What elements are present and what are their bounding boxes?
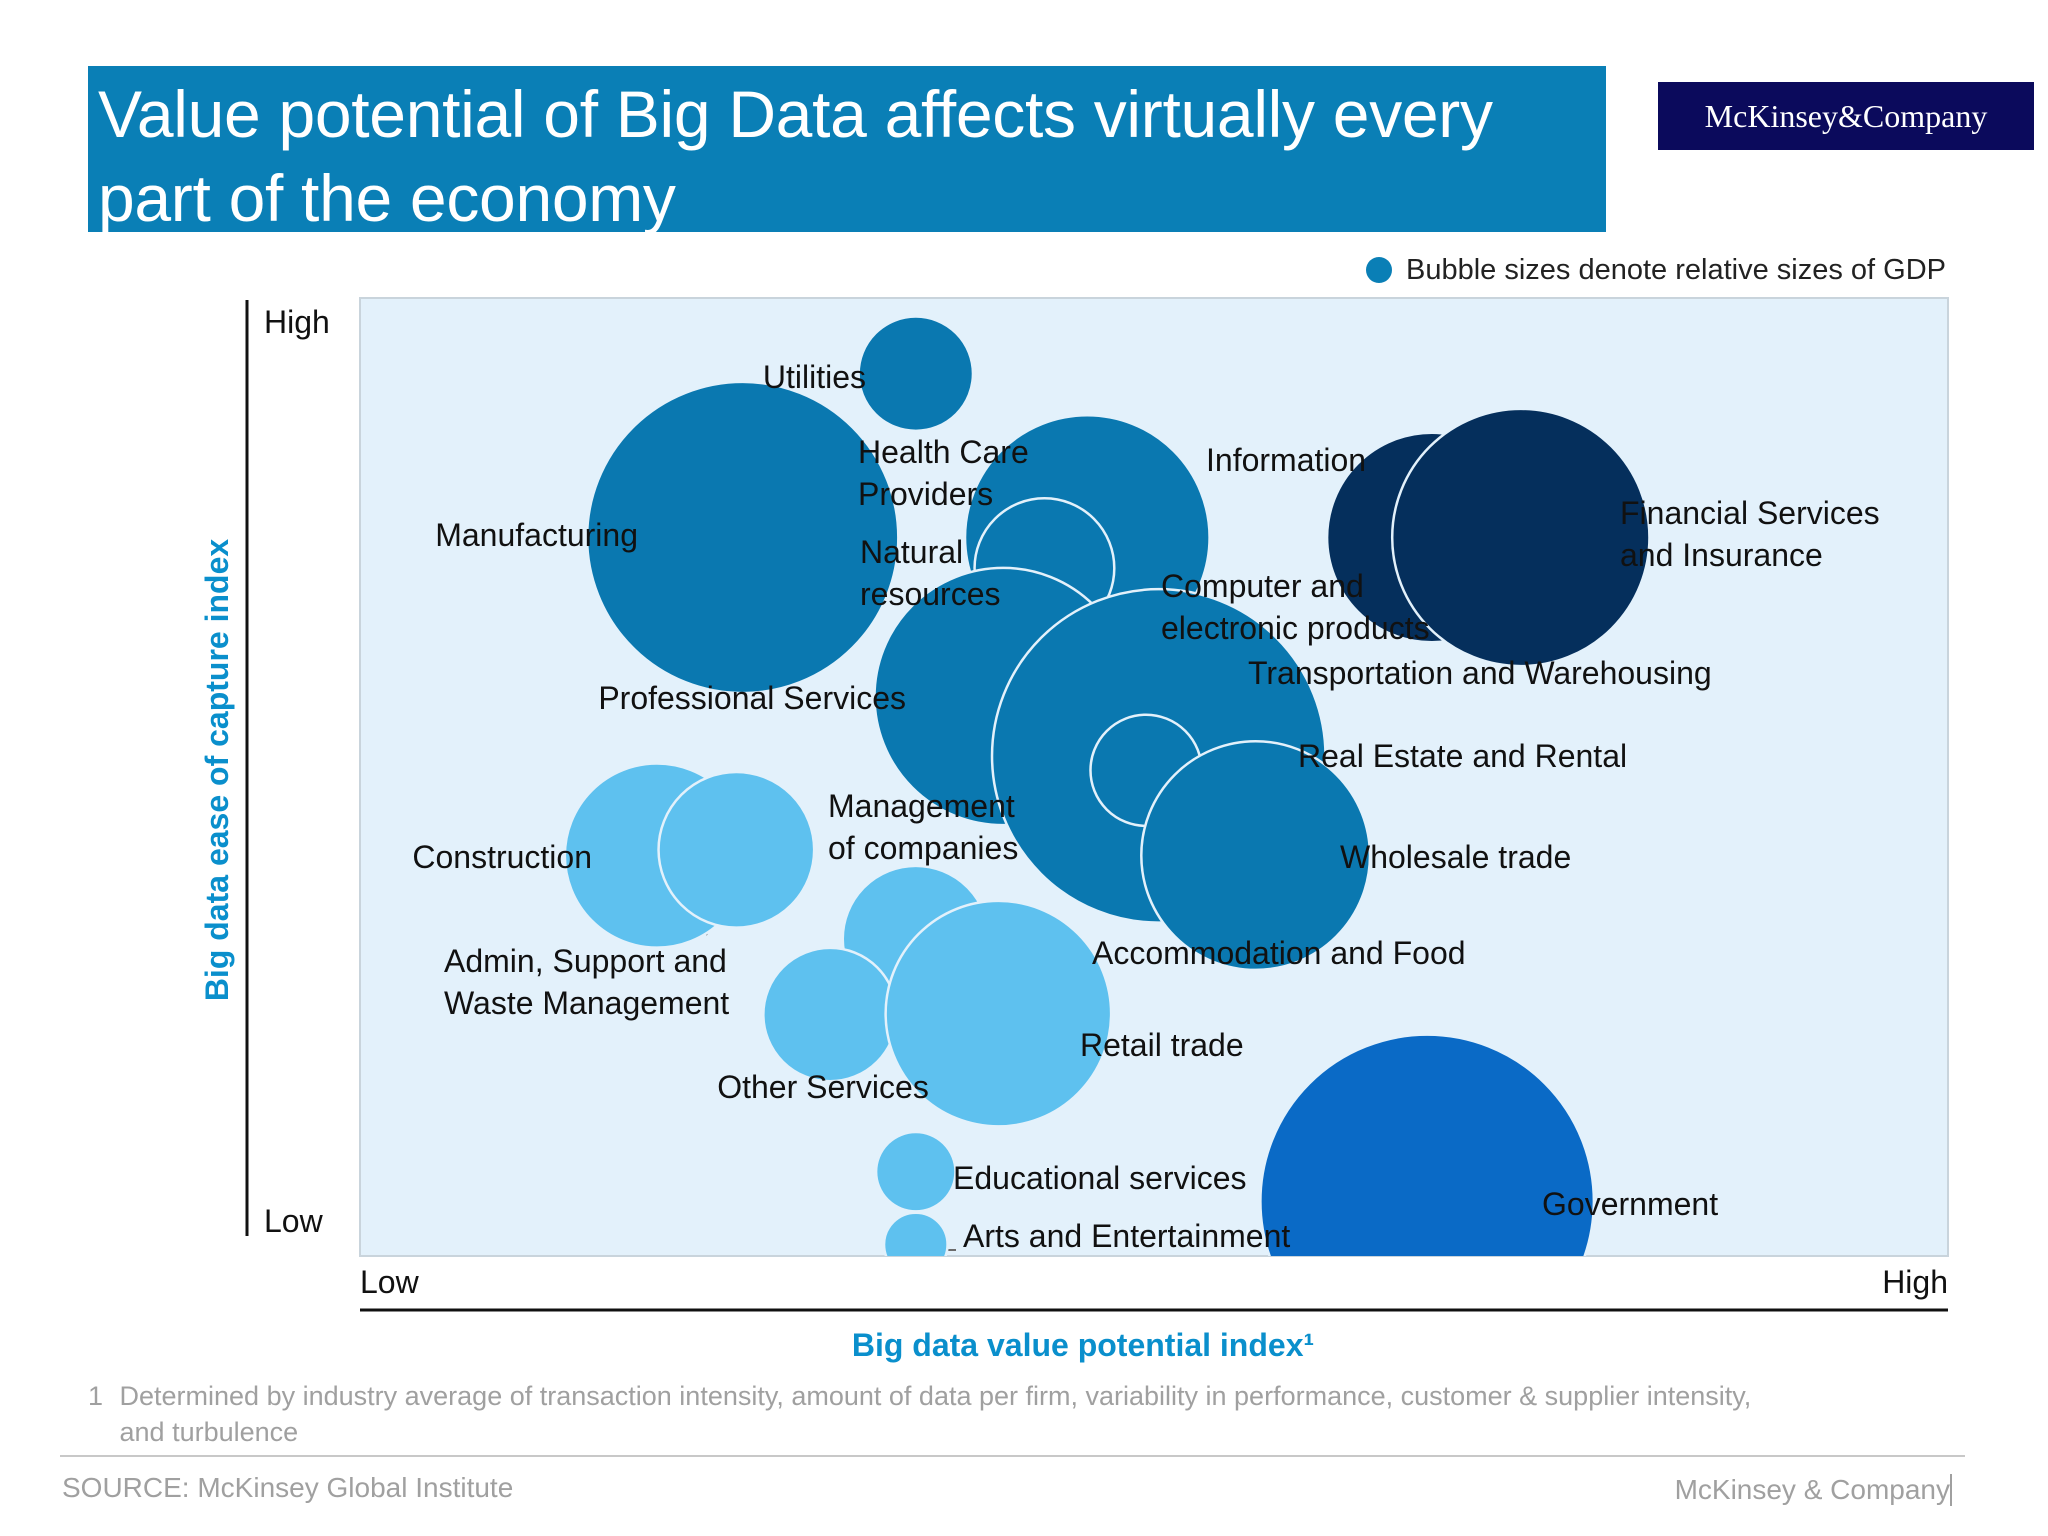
bubble-labels-layer: Utilities Manufacturing Health Care Provide… xyxy=(412,359,1879,1254)
footer-separator xyxy=(1950,1474,1952,1506)
label-admin-support-and-waste-management: Admin, Support and Waste Management xyxy=(444,943,729,1021)
mckinsey-logo: McKinsey&Company xyxy=(1658,82,2034,150)
label-computer-and-electronic-products: Computer and electronic products xyxy=(1161,568,1430,646)
footnote-number: 1 xyxy=(88,1381,104,1411)
legend-bubble-icon xyxy=(1366,257,1392,283)
label-transportation-and-warehousing: Transportation and Warehousing xyxy=(1248,655,1712,691)
bubble-retail-trade xyxy=(884,899,1113,1128)
bubble-educational-services xyxy=(874,1130,957,1213)
bubble-admin-support-and-waste-management xyxy=(657,770,816,929)
y-tick-low: Low xyxy=(264,1203,324,1239)
label-wholesale-trade: Wholesale trade xyxy=(1340,839,1571,875)
footnote-text: Determined by industry average of transa… xyxy=(119,1381,1752,1447)
y-axis-title: Big data ease of capture index xyxy=(199,539,235,1002)
label-professional-services: Professional Services xyxy=(598,680,906,716)
footer-divider xyxy=(60,1455,1965,1457)
bubble-manufacturing xyxy=(585,380,900,695)
x-tick-high: High xyxy=(1882,1264,1948,1300)
footnote: 1 Determined by industry average of tran… xyxy=(88,1378,1788,1450)
label-construction: Construction xyxy=(412,839,592,875)
label-other-services: Other Services xyxy=(717,1069,929,1105)
bubble-utilities xyxy=(857,315,975,433)
slide-title-line-2: part of the economy xyxy=(98,161,676,235)
label-information: Information xyxy=(1206,442,1366,478)
label-arts-and-entertainment: Arts and Entertainment xyxy=(963,1218,1290,1254)
label-utilities: Utilities xyxy=(763,359,866,395)
slide-title: Value potential of Big Data affects virt… xyxy=(88,66,1606,235)
y-tick-high: High xyxy=(264,304,330,340)
label-health-care-providers: Health Care Providers xyxy=(858,434,1029,512)
label-management-of-companies: Management of companies xyxy=(828,788,1018,866)
label-manufacturing: Manufacturing xyxy=(435,517,638,553)
bubble-wholesale-trade xyxy=(1140,739,1372,972)
label-government: Government xyxy=(1542,1186,1718,1222)
bubbles-layer xyxy=(563,315,1651,1256)
slide-title-line-1: Value potential of Big Data affects virt… xyxy=(98,77,1493,151)
bubble-arts-and-entertainment xyxy=(882,1211,949,1256)
bubble-other-services xyxy=(762,946,898,1083)
label-retail-trade: Retail trade xyxy=(1080,1027,1244,1063)
x-axis-title: Big data value potential index¹ xyxy=(852,1327,1314,1363)
x-tick-low: Low xyxy=(360,1264,420,1300)
label-educational-services: Educational services xyxy=(953,1160,1246,1196)
footer-brand: McKinsey & Company xyxy=(1674,1474,1950,1505)
source-note: SOURCE: McKinsey Global Institute xyxy=(62,1472,514,1503)
bubble-financial-services-and-insurance xyxy=(1390,407,1651,668)
label-accommodation-and-food: Accommodation and Food xyxy=(1092,935,1466,971)
legend-text: Bubble sizes denote relative sizes of GD… xyxy=(1406,253,1946,286)
label-natural-resources: Natural resources xyxy=(860,534,1001,612)
label-financial-services-and-insurance: Financial Services and Insurance xyxy=(1620,495,1880,573)
label-real-estate-and-rental: Real Estate and Rental xyxy=(1298,738,1627,774)
bubble-government xyxy=(1259,1033,1596,1256)
chart-legend: Bubble sizes denote relative sizes of GD… xyxy=(1366,250,1946,290)
